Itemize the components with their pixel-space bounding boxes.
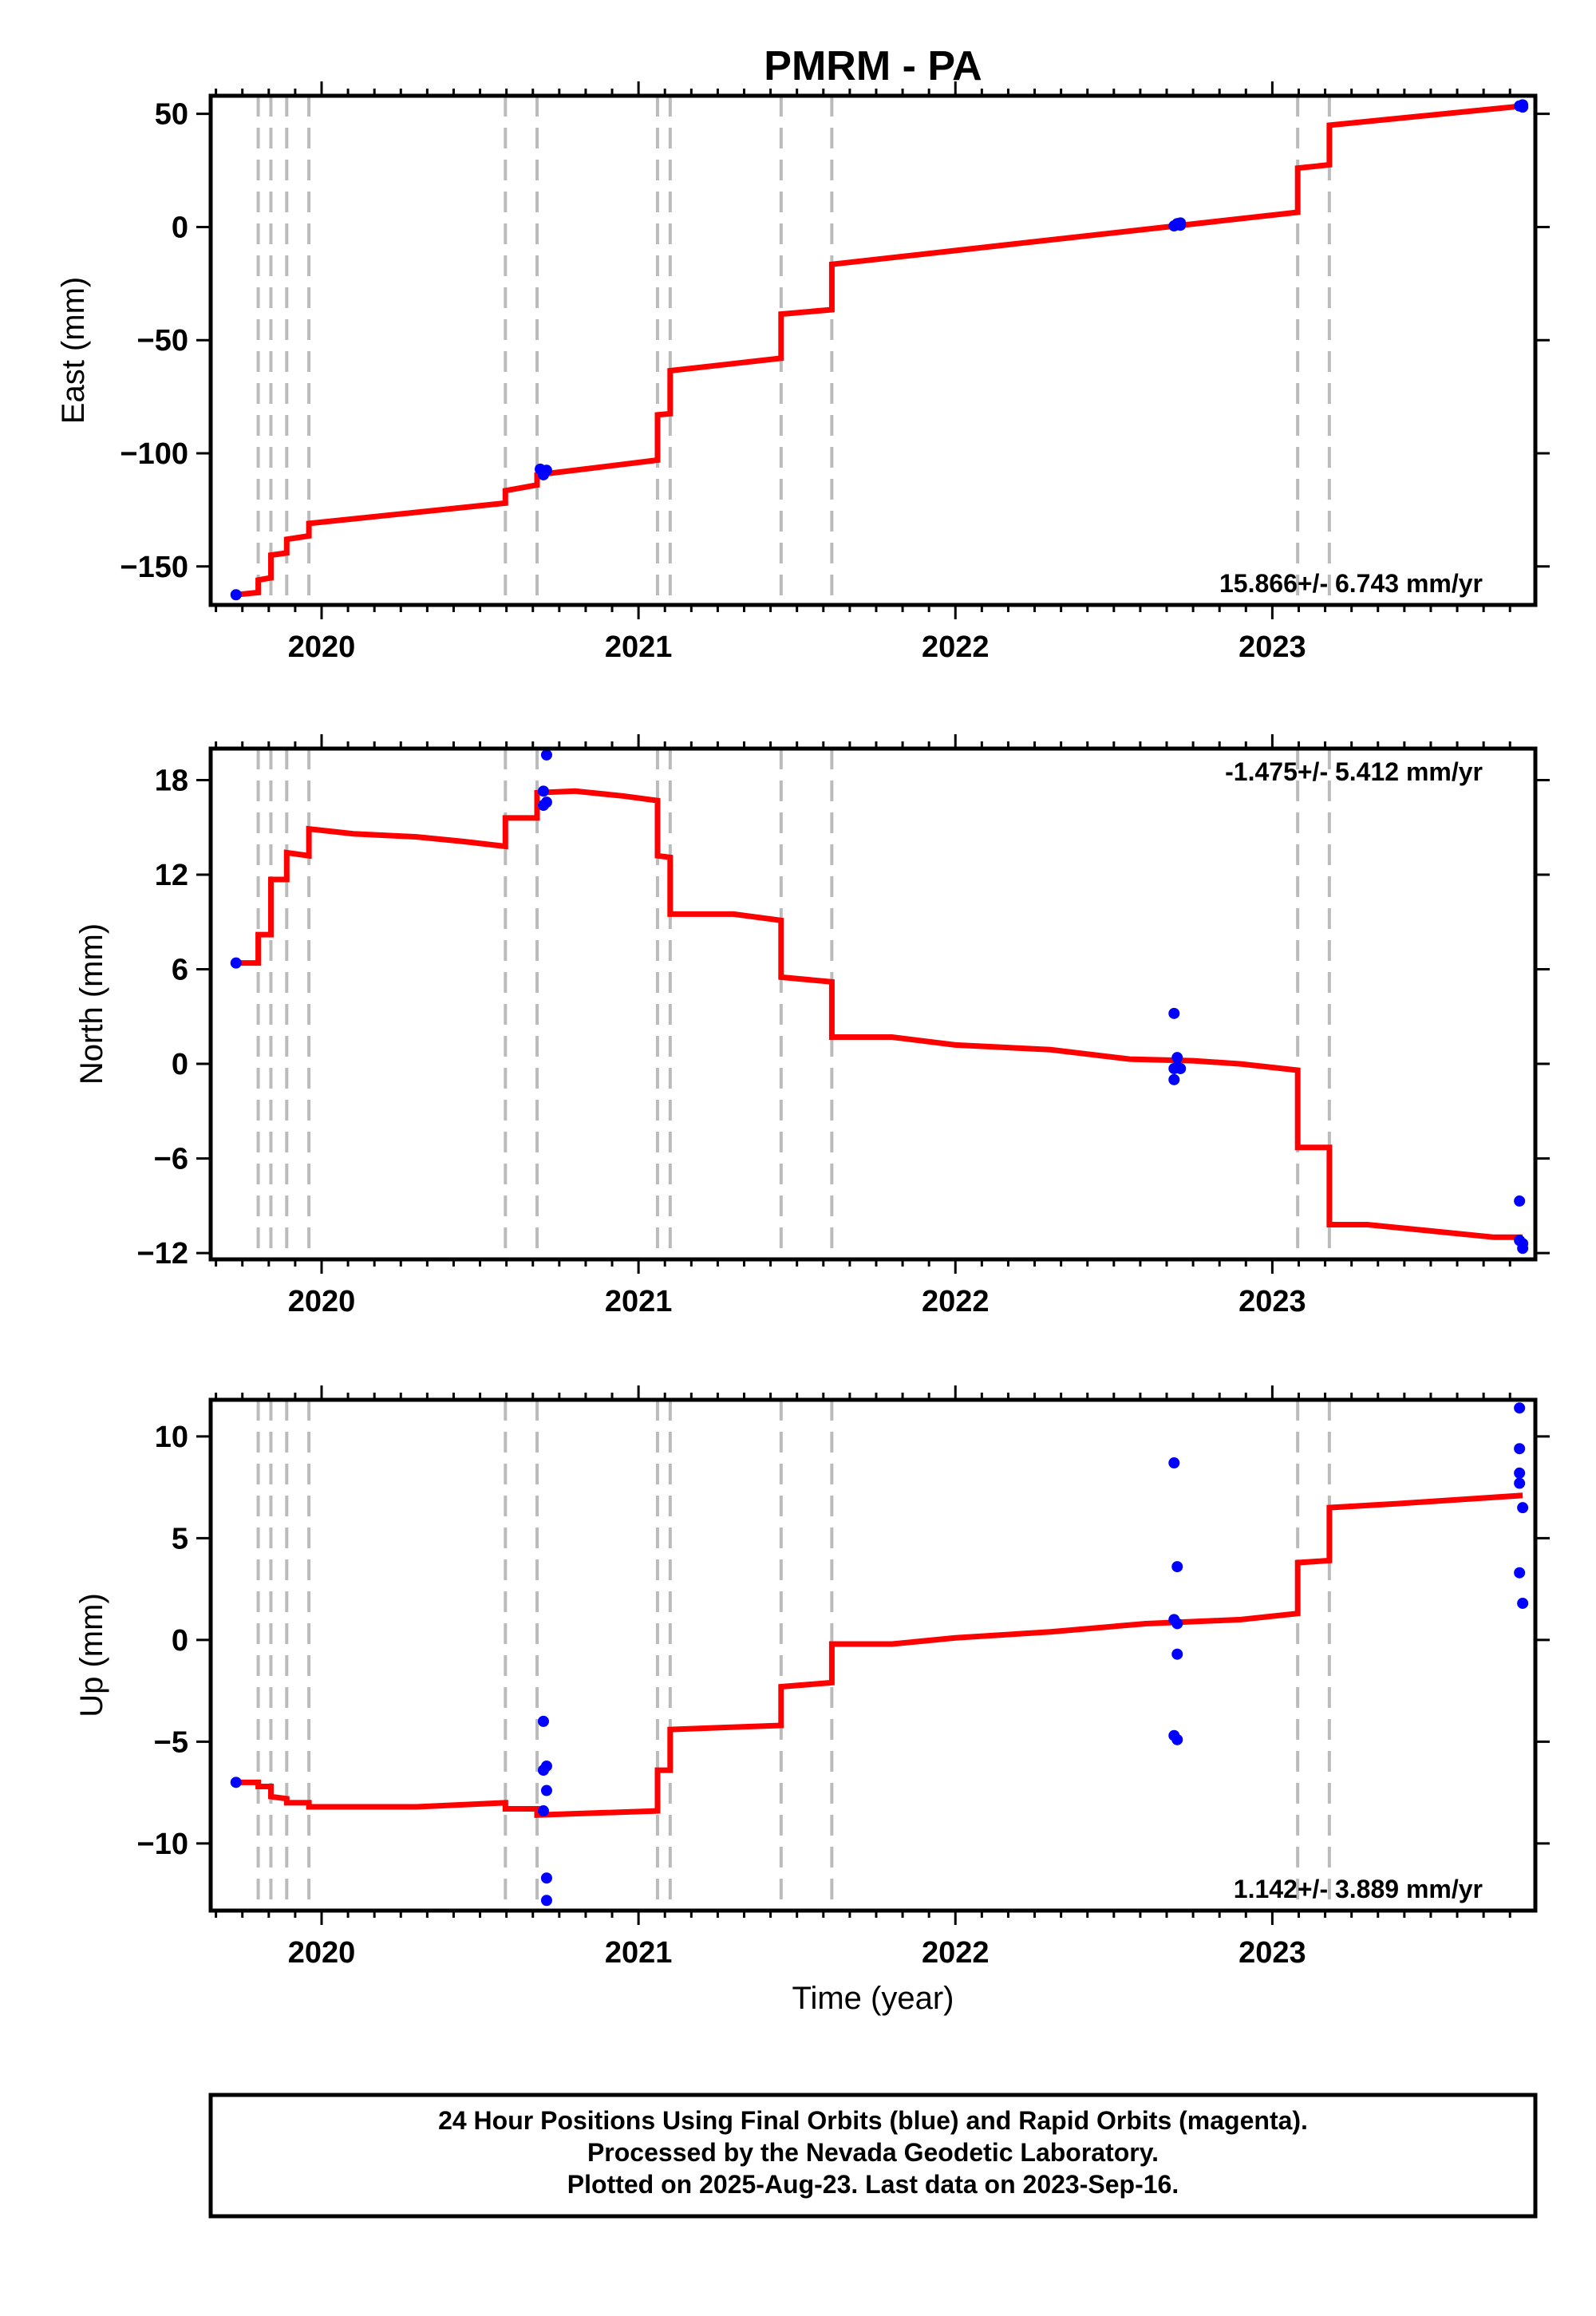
- x-tick-label: 2022: [922, 1936, 990, 1970]
- y-tick-label: 0: [172, 211, 188, 244]
- x-tick-label: 2021: [605, 630, 673, 664]
- y-tick-label: −6: [154, 1143, 188, 1176]
- data-point: [230, 1777, 242, 1788]
- caption-border: [208, 2093, 1538, 2219]
- x-tick-label: 2020: [288, 630, 356, 664]
- x-tick-label: 2021: [605, 1936, 673, 1970]
- data-point: [537, 785, 549, 797]
- north-rate-label: -1.475+/- 5.412 mm/yr: [1225, 757, 1483, 786]
- x-tick-label: 2020: [288, 1936, 356, 1970]
- north-frame: [208, 746, 1538, 1262]
- data-point: [1171, 1561, 1183, 1573]
- y-tick-label: −12: [137, 1237, 188, 1271]
- caption-line-1: 24 Hour Positions Using Final Orbits (bl…: [438, 2106, 1308, 2135]
- data-point: [540, 749, 552, 761]
- up-y-axis-label: Up (mm): [74, 1593, 109, 1717]
- x-tick-label: 2022: [922, 630, 990, 664]
- chart-title: PMRM - PA: [764, 43, 982, 89]
- y-tick-label: −50: [137, 324, 188, 358]
- data-point: [1175, 217, 1187, 229]
- data-point: [1517, 99, 1529, 111]
- x-tick-label: 2023: [1238, 1285, 1306, 1318]
- caption-line-2: Processed by the Nevada Geodetic Laborat…: [587, 2138, 1159, 2167]
- data-point: [1517, 1243, 1529, 1255]
- x-tick-label: 2023: [1238, 630, 1306, 664]
- data-point: [1517, 1597, 1529, 1609]
- data-point: [537, 1805, 549, 1817]
- up-frame: [208, 1397, 1538, 1913]
- data-point: [1517, 1502, 1529, 1514]
- data-point: [540, 1895, 552, 1907]
- up-model-line: [235, 1492, 1523, 1818]
- y-tick-label: 0: [172, 1624, 188, 1658]
- north-model-line: [235, 788, 1523, 1240]
- y-tick-label: −10: [137, 1828, 188, 1861]
- x-tick-label: 2023: [1238, 1936, 1306, 1970]
- y-tick-label: 0: [172, 1048, 188, 1081]
- data-point: [537, 1765, 549, 1777]
- y-tick-label: −5: [154, 1725, 188, 1759]
- data-point: [1168, 1457, 1180, 1469]
- y-tick-label: 10: [155, 1421, 188, 1454]
- data-point: [1175, 1062, 1187, 1074]
- north-y-axis-label: North (mm): [74, 923, 109, 1085]
- up-rate-label: 1.142+/- 3.889 mm/yr: [1234, 1875, 1483, 1903]
- data-point: [1171, 1648, 1183, 1660]
- y-tick-label: 18: [155, 765, 188, 798]
- data-point: [230, 589, 242, 601]
- east-y-axis-label: East (mm): [56, 277, 91, 424]
- data-point: [1171, 1733, 1183, 1745]
- data-point: [1514, 1402, 1526, 1414]
- x-tick-label: 2020: [288, 1285, 356, 1318]
- up-panel: 2020 2021 2022 2023 10 5 0 −5 −10 Up (mm) 1.142+/-…: [74, 1385, 1550, 1970]
- east-model-line: [235, 103, 1523, 598]
- data-point: [1168, 1073, 1180, 1085]
- y-tick-label: 6: [172, 954, 188, 987]
- data-point: [1514, 1477, 1526, 1489]
- east-rate-label: 15.866+/- 6.743 mm/yr: [1219, 569, 1483, 598]
- north-panel: 2020 2021 2022 2023 18 12 6 0 −6 −12 North (mm) -1.…: [74, 734, 1550, 1318]
- caption-line-3: Plotted on 2025-Aug-23. Last data on 202…: [567, 2170, 1179, 2199]
- data-point: [1171, 1618, 1183, 1630]
- data-point: [1168, 1007, 1180, 1019]
- data-point: [540, 1784, 552, 1796]
- data-point: [540, 1872, 552, 1884]
- data-point: [1514, 1467, 1526, 1479]
- data-point: [1514, 1443, 1526, 1455]
- y-tick-label: 5: [172, 1522, 188, 1555]
- data-point: [1171, 1052, 1183, 1064]
- y-tick-label: 50: [155, 98, 188, 132]
- data-point: [1514, 1195, 1526, 1207]
- x-axis-label: Time (year): [792, 1981, 954, 2016]
- data-point: [540, 796, 552, 808]
- east-panel: 2020 2021 2022 2023 50 0 −50 −100 −150 East (mm) 1…: [56, 81, 1550, 664]
- y-tick-label: −100: [120, 437, 188, 471]
- data-point: [537, 1715, 549, 1727]
- x-tick-label: 2021: [605, 1285, 673, 1318]
- x-tick-label: 2022: [922, 1285, 990, 1318]
- data-point: [1514, 1567, 1526, 1579]
- data-point: [537, 467, 549, 479]
- caption-box: 24 Hour Positions Using Final Orbits (bl…: [208, 2093, 1538, 2219]
- y-tick-label: −150: [120, 551, 188, 584]
- data-point: [230, 957, 242, 969]
- y-tick-label: 12: [155, 859, 188, 892]
- east-frame: [208, 93, 1538, 607]
